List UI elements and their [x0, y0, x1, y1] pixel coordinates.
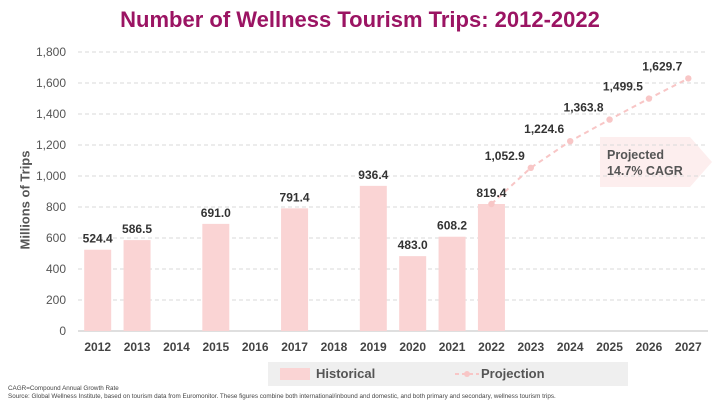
bar-data-label: 483.0	[398, 238, 428, 252]
x-tick-label: 2022	[478, 340, 505, 354]
bar-data-label: 691.0	[201, 206, 231, 220]
y-tick-label: 1,800	[36, 45, 66, 59]
y-tick-label: 1,000	[36, 169, 66, 183]
projection-point	[566, 137, 574, 145]
x-tick-label: 2026	[636, 340, 663, 354]
x-tick-label: 2024	[557, 340, 584, 354]
legend-projection-swatch	[455, 371, 479, 377]
footnote-line1: CAGR=Compound Annual Growth Rate	[8, 385, 119, 392]
y-tick-label: 600	[46, 231, 66, 245]
footnote: CAGR=Compound Annual Growth Rate Source:…	[8, 385, 556, 401]
projection-data-label: 1,052.9	[485, 149, 525, 163]
x-tick-label: 2016	[242, 340, 269, 354]
legend-projection-label: Projection	[481, 366, 545, 381]
x-tick-label: 2020	[399, 340, 426, 354]
y-tick-label: 200	[46, 293, 66, 307]
y-tick-label: 0	[59, 324, 66, 338]
x-tick-label: 2017	[281, 340, 308, 354]
projection-point	[488, 200, 495, 208]
projection-point	[685, 75, 692, 82]
y-tick-label: 800	[46, 200, 66, 214]
legend-historical-swatch	[280, 368, 310, 380]
projection-data-label: 1,629.7	[642, 59, 682, 73]
y-tick-label: 1,200	[36, 138, 66, 152]
projection-point	[645, 95, 653, 102]
x-tick-label: 2027	[675, 340, 702, 354]
bar-historical	[359, 185, 387, 331]
bar-data-label: 608.2	[437, 219, 467, 233]
bar-historical	[84, 249, 112, 331]
bar-historical	[399, 256, 427, 331]
projection-data-label: 1,363.8	[564, 101, 604, 115]
projection-point	[527, 164, 535, 172]
projection-point	[606, 116, 613, 123]
projection-annotation-line2: 14.7% CAGR	[607, 164, 683, 178]
projection-arrow-callout	[600, 137, 712, 187]
y-tick-label: 400	[46, 262, 66, 276]
bar-data-label: 524.4	[83, 232, 113, 246]
bar-data-label: 586.5	[122, 222, 152, 236]
bar-historical	[202, 223, 230, 331]
bar-historical	[438, 236, 466, 331]
projection-annotation-line1: Projected	[607, 148, 664, 162]
x-tick-label: 2025	[596, 340, 623, 354]
x-tick-label: 2013	[124, 340, 151, 354]
chart-title: Number of Wellness Tourism Trips: 2012-2…	[120, 7, 600, 32]
bar-data-label: 936.4	[358, 168, 388, 182]
projection-data-label: 1,224.6	[524, 122, 564, 136]
bar-historical	[123, 240, 151, 331]
legend: Historical Projection	[268, 362, 628, 386]
footnote-line2: Source: Global Wellness Institute, based…	[8, 393, 556, 400]
bar-historical	[281, 208, 309, 331]
y-tick-label: 1,400	[36, 107, 66, 121]
x-tick-label: 2018	[321, 340, 348, 354]
y-tick-label: 1,600	[36, 76, 66, 90]
x-tick-label: 2021	[439, 340, 466, 354]
x-tick-label: 2015	[202, 340, 229, 354]
bar-historical	[477, 203, 505, 331]
projection-data-label: 1,499.5	[603, 80, 643, 94]
x-tick-label: 2023	[517, 340, 544, 354]
x-tick-label: 2019	[360, 340, 387, 354]
bar-data-label: 819.4	[476, 186, 506, 200]
x-tick-label: 2014	[163, 340, 190, 354]
projection-annotation: Projected 14.7% CAGR	[607, 147, 683, 179]
bar-data-label: 791.4	[280, 190, 310, 204]
x-tick-label: 2012	[84, 340, 111, 354]
legend-historical-label: Historical	[316, 366, 376, 381]
